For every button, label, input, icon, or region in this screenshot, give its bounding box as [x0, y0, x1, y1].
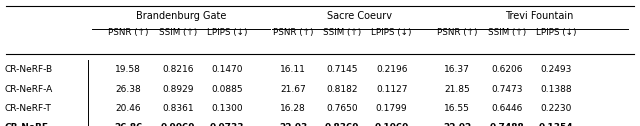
Text: LPIPS (↓): LPIPS (↓) — [207, 28, 248, 37]
Text: 0.8361: 0.8361 — [162, 104, 194, 113]
Text: SSIM (↑): SSIM (↑) — [159, 28, 197, 37]
Text: 0.0885: 0.0885 — [211, 85, 243, 94]
Text: 0.0733: 0.0733 — [210, 123, 244, 126]
Text: 26.86: 26.86 — [114, 123, 142, 126]
Text: 0.1300: 0.1300 — [211, 104, 243, 113]
Text: 0.2196: 0.2196 — [376, 65, 408, 74]
Text: CR-NeRF-B: CR-NeRF-B — [4, 65, 52, 74]
Text: 20.46: 20.46 — [115, 104, 141, 113]
Text: SSIM (↑): SSIM (↑) — [323, 28, 362, 37]
Text: 16.37: 16.37 — [444, 65, 470, 74]
Text: 0.2493: 0.2493 — [540, 65, 572, 74]
Text: 0.8216: 0.8216 — [162, 65, 194, 74]
Text: CR-NeRF-T: CR-NeRF-T — [4, 104, 51, 113]
Text: 0.7145: 0.7145 — [326, 65, 358, 74]
Text: 0.8182: 0.8182 — [326, 85, 358, 94]
Text: PSNR (↑): PSNR (↑) — [436, 28, 477, 37]
Text: 0.6206: 0.6206 — [491, 65, 523, 74]
Text: 22.02: 22.02 — [443, 123, 471, 126]
Text: LPIPS (↓): LPIPS (↓) — [371, 28, 412, 37]
Text: 0.2230: 0.2230 — [540, 104, 572, 113]
Text: PSNR (↑): PSNR (↑) — [273, 28, 314, 37]
Text: 0.8929: 0.8929 — [162, 85, 194, 94]
Text: 0.1354: 0.1354 — [539, 123, 573, 126]
Text: 0.8369: 0.8369 — [325, 123, 360, 126]
Text: 0.7488: 0.7488 — [490, 123, 524, 126]
Text: Trevi Fountain: Trevi Fountain — [505, 11, 573, 21]
Text: 16.55: 16.55 — [444, 104, 470, 113]
Text: LPIPS (↓): LPIPS (↓) — [536, 28, 577, 37]
Text: 0.7650: 0.7650 — [326, 104, 358, 113]
Text: CR-NeRF: CR-NeRF — [4, 123, 49, 126]
Text: Brandenburg Gate: Brandenburg Gate — [136, 11, 227, 21]
Text: 19.58: 19.58 — [115, 65, 141, 74]
Text: 21.67: 21.67 — [280, 85, 306, 94]
Text: 0.1388: 0.1388 — [540, 85, 572, 94]
Text: 16.28: 16.28 — [280, 104, 306, 113]
Text: 0.1470: 0.1470 — [211, 65, 243, 74]
Text: Sacre Coeurv: Sacre Coeurv — [327, 11, 392, 21]
Text: 22.03: 22.03 — [279, 123, 307, 126]
Text: 0.7473: 0.7473 — [491, 85, 523, 94]
Text: 0.6446: 0.6446 — [491, 104, 523, 113]
Text: 0.1799: 0.1799 — [376, 104, 408, 113]
Text: 0.9069: 0.9069 — [161, 123, 195, 126]
Text: SSIM (↑): SSIM (↑) — [488, 28, 526, 37]
Text: 21.85: 21.85 — [444, 85, 470, 94]
Text: 16.11: 16.11 — [280, 65, 306, 74]
Text: CR-NeRF-A: CR-NeRF-A — [4, 85, 52, 94]
Text: 0.1127: 0.1127 — [376, 85, 408, 94]
Text: PSNR (↑): PSNR (↑) — [108, 28, 148, 37]
Text: 26.38: 26.38 — [115, 85, 141, 94]
Text: 0.1060: 0.1060 — [374, 123, 409, 126]
